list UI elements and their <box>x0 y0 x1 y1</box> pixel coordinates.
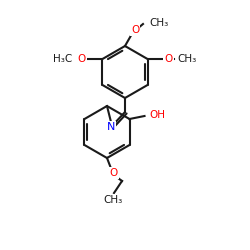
Text: H₃C: H₃C <box>53 54 72 64</box>
Text: O: O <box>164 54 173 64</box>
Text: CH₃: CH₃ <box>178 54 197 64</box>
Text: CH₃: CH₃ <box>104 195 122 205</box>
Text: O: O <box>110 168 118 178</box>
Text: N: N <box>107 122 115 132</box>
Text: O: O <box>77 54 86 64</box>
Text: O: O <box>131 25 139 35</box>
Text: OH: OH <box>150 110 166 120</box>
Text: CH₃: CH₃ <box>149 18 168 28</box>
